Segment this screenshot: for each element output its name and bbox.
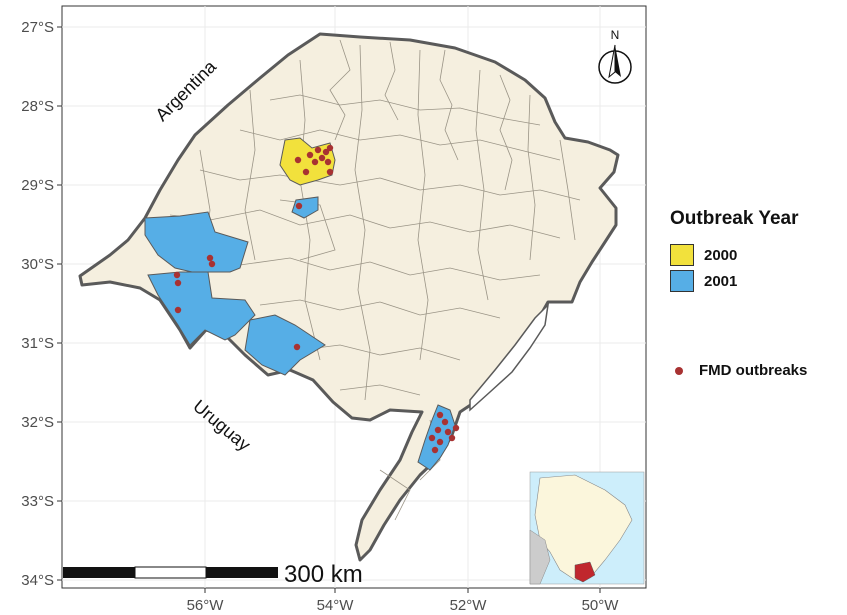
legend-label-2001: 2001 (704, 272, 738, 290)
legend-points-label: FMD outbreaks (699, 362, 808, 379)
legend-label-2000: 2000 (704, 246, 738, 264)
legend-points: FMD outbreaks (675, 362, 807, 379)
y-tick-label: 31°S (21, 335, 54, 352)
y-tick-label: 30°S (21, 256, 54, 273)
legend-point-symbol (675, 366, 683, 375)
legend-item-2001: 2001 (670, 268, 845, 294)
municipality-borders (169, 39, 581, 521)
x-axis: 56°W 54°W 52°W 50°W (187, 588, 620, 614)
legend-item-2000: 2000 (670, 242, 845, 268)
y-axis: 27°S 28°S 29°S 30°S 31°S 32°S 33°S 34°S (21, 19, 62, 589)
scale-bar: 300 km (63, 561, 363, 588)
north-arrow: N (598, 28, 632, 84)
y-tick-label: 32°S (21, 414, 54, 431)
legend-title: Outbreak Year (670, 208, 799, 229)
lagoon (469, 302, 550, 412)
inset-map-brazil (529, 471, 645, 585)
legend: Outbreak Year 2000 2001 (670, 208, 845, 294)
fmd-outbreak-points (173, 144, 460, 454)
y-tick-label: 33°S (21, 493, 54, 510)
x-tick-label: 50°W (582, 597, 620, 614)
x-tick-label: 56°W (187, 597, 225, 614)
scale-bar-label: 300 km (284, 561, 363, 588)
legend-swatch-2000 (670, 244, 694, 266)
x-tick-label: 54°W (317, 597, 355, 614)
y-tick-label: 27°S (21, 19, 54, 36)
legend-swatch-2001 (670, 270, 694, 292)
y-tick-label: 34°S (21, 572, 54, 589)
x-tick-label: 52°W (450, 597, 488, 614)
state-outline (78, 32, 620, 562)
outbreak-region-2000 (279, 137, 336, 186)
y-tick-label: 28°S (21, 98, 54, 115)
north-label: N (611, 28, 620, 42)
y-tick-label: 29°S (21, 177, 54, 194)
